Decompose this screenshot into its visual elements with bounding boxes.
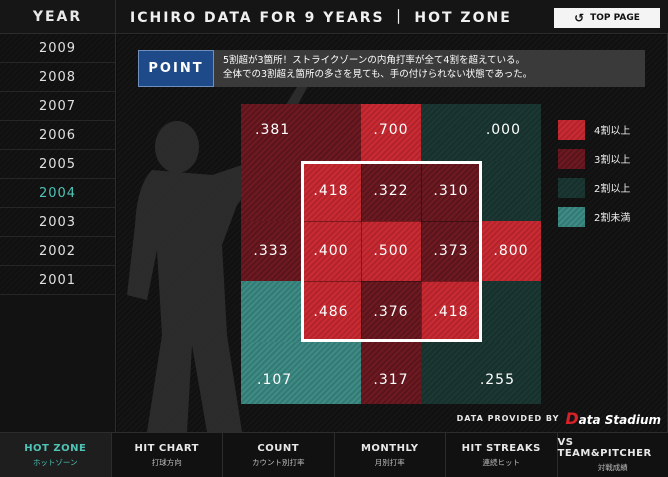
point-line-1: 5割超が3箇所！ストライクゾーンの内角打率が全て4割を超えている。 <box>223 55 525 66</box>
zone-divider <box>421 161 422 342</box>
tab-label: VS TEAM&PITCHER <box>557 437 652 459</box>
zone-cell-top-right: .000 <box>421 104 541 161</box>
zone-cell-inner-2-2: .500 <box>361 221 421 281</box>
legend-item: 4割以上 <box>558 115 658 144</box>
zone-cell-inner-1-3: .310 <box>421 161 481 221</box>
zone-cell-right-lower <box>481 281 541 342</box>
zone-cell-right-upper <box>481 161 541 221</box>
year-item-2002[interactable]: 2002 <box>0 237 115 266</box>
zone-cell-inner-3-3: .418 <box>421 281 481 342</box>
page-header: ICHIRO DATA FOR 9 YEARS ｜ HOT ZONE ↺ TOP… <box>116 0 668 34</box>
zone-cell-top-left: .381 <box>241 104 361 161</box>
legend-item: 3割以上 <box>558 144 658 173</box>
legend-swatch-red <box>558 119 585 140</box>
zone-cell-left-upper <box>241 161 301 221</box>
legend-swatch-teal <box>558 206 585 227</box>
year-header: YEAR <box>0 0 115 34</box>
zone-cell-bottom-center: .317 <box>361 342 421 404</box>
point-description: 5割超が3箇所！ストライクゾーンの内角打率が全て4割を超えている。 全体での3割… <box>223 54 532 82</box>
hot-zone-panel: POINT 5割超が3箇所！ストライクゾーンの内角打率が全て4割を超えている。 … <box>117 35 667 432</box>
tab-hot-zone[interactable]: HOT ZONE ホットゾーン <box>0 433 112 477</box>
logo-text: ata Stadium <box>578 413 661 427</box>
year-sidebar: YEAR 2009 2008 2007 2006 2005 2004 2003 … <box>0 0 116 432</box>
year-item-2001[interactable]: 2001 <box>0 266 115 295</box>
tab-sublabel: 対戦成績 <box>597 463 628 472</box>
legend-label: 3割以上 <box>594 155 631 166</box>
legend-item: 2割未満 <box>558 202 658 231</box>
zone-cell-inner-2-1: .400 <box>301 221 361 281</box>
legend: 4割以上 3割以上 2割以上 2割未満 <box>558 115 658 231</box>
year-item-2007[interactable]: 2007 <box>0 92 115 121</box>
return-arrow-icon: ↺ <box>574 11 585 25</box>
legend-swatch-dark-red <box>558 148 585 169</box>
tab-sublabel: 打球方向 <box>151 457 182 467</box>
year-item-2009[interactable]: 2009 <box>0 34 115 63</box>
data-provided-by: DATA PROVIDED BY Data Stadium <box>457 409 661 428</box>
logo-d: D <box>565 409 579 428</box>
zone-cell-left-lower <box>241 281 301 342</box>
point-box: POINT 5割超が3箇所！ストライクゾーンの内角打率が全て4割を超えている。 … <box>138 50 645 87</box>
zone-cell-mid-right: .800 <box>481 221 541 281</box>
tab-label: HIT CHART <box>134 442 199 454</box>
tab-sublabel: 月別打率 <box>374 457 405 467</box>
page-title: ICHIRO DATA FOR 9 YEARS ｜ HOT ZONE <box>130 9 512 26</box>
zone-cell-inner-2-3: .373 <box>421 221 481 281</box>
zone-divider <box>361 161 362 342</box>
legend-label: 4割以上 <box>594 126 631 137</box>
data-stadium-logo[interactable]: Data Stadium <box>565 409 661 428</box>
tab-monthly[interactable]: MONTHLY 月別打率 <box>335 433 446 477</box>
tab-label: MONTHLY <box>360 442 419 454</box>
zone-cell-bottom-right: .255 <box>421 342 541 404</box>
tab-count[interactable]: COUNT カウント別打率 <box>223 433 335 477</box>
year-item-2004[interactable]: 2004 <box>0 179 115 208</box>
tab-label: HIT STREAKS <box>461 442 541 454</box>
strike-zone-grid: .381 .700 .000 .333 .800 .107 .317 .255 … <box>241 104 541 404</box>
year-item-2005[interactable]: 2005 <box>0 150 115 179</box>
point-line-2: 全体での3割超え箇所の多さを見ても、手の付けられない状態であった。 <box>223 69 533 80</box>
tab-vs-team-pitcher[interactable]: VS TEAM&PITCHER 対戦成績 <box>558 433 668 477</box>
tab-hit-streaks[interactable]: HIT STREAKS 連続ヒット <box>446 433 558 477</box>
top-page-label: TOP PAGE <box>590 13 640 23</box>
legend-swatch-dark-green <box>558 177 585 198</box>
zone-cell-inner-3-1: .486 <box>301 281 361 342</box>
zone-cell-inner-1-1: .418 <box>301 161 361 221</box>
tab-sublabel: カウント別打率 <box>252 457 305 467</box>
zone-divider <box>301 221 481 222</box>
tab-label: HOT ZONE <box>24 442 87 454</box>
zone-cell-inner-3-2: .376 <box>361 281 421 342</box>
legend-item: 2割以上 <box>558 173 658 202</box>
zone-cell-top-center: .700 <box>361 104 421 161</box>
bottom-tab-bar: HOT ZONE ホットゾーン HIT CHART 打球方向 COUNT カウン… <box>0 432 668 477</box>
year-item-2006[interactable]: 2006 <box>0 121 115 150</box>
zone-cell-bottom-left: .107 <box>241 342 361 404</box>
tab-sublabel: 連続ヒット <box>482 457 521 467</box>
year-item-2008[interactable]: 2008 <box>0 63 115 92</box>
zone-cell-inner-1-2: .322 <box>361 161 421 221</box>
zone-divider <box>301 281 481 282</box>
legend-label: 2割以上 <box>594 184 631 195</box>
year-item-2003[interactable]: 2003 <box>0 208 115 237</box>
legend-label: 2割未満 <box>594 213 631 224</box>
tab-label: COUNT <box>257 442 300 454</box>
tab-sublabel: ホットゾーン <box>32 457 78 467</box>
zone-cell-mid-left: .333 <box>241 221 301 281</box>
point-label: POINT <box>138 50 214 87</box>
tab-hit-chart[interactable]: HIT CHART 打球方向 <box>112 433 223 477</box>
top-page-button[interactable]: ↺ TOP PAGE <box>554 8 660 28</box>
provided-label: DATA PROVIDED BY <box>456 414 560 423</box>
